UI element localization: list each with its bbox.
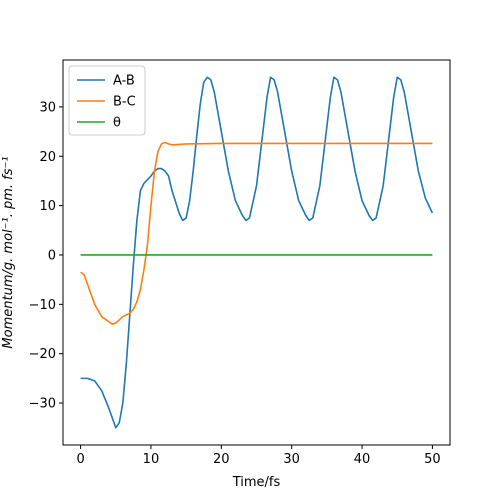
legend-entry: θ <box>113 116 121 131</box>
y-tick-label: 30 <box>39 100 56 115</box>
x-tick-label: 0 <box>76 452 84 467</box>
series-line-1 <box>80 76 434 429</box>
series-layer <box>80 76 434 429</box>
legend: A-B B-C θ <box>68 65 146 136</box>
y-axis-label: Momentum/g. mol⁻¹. pm. fs⁻¹ <box>1 156 16 348</box>
y-tick-label: −30 <box>29 397 56 412</box>
y-tick-label: −20 <box>29 347 56 362</box>
y-tick-label: 20 <box>39 150 56 165</box>
plot-area <box>80 76 434 429</box>
legend-entry: B-C <box>113 95 136 110</box>
y-tick-label: −10 <box>29 298 56 313</box>
series-line-2 <box>80 141 433 325</box>
axes-frame <box>62 59 451 446</box>
x-tick-label: 30 <box>283 452 300 467</box>
x-tick-label: 10 <box>143 452 160 467</box>
x-tick-label: 50 <box>424 452 441 467</box>
y-tick-label: 10 <box>39 199 56 214</box>
legend-entry: A-B <box>113 74 135 89</box>
x-tick-label: 20 <box>213 452 230 467</box>
x-axis-label: Time/fs <box>232 475 281 490</box>
y-axis: −30 −20 −10 0 10 20 30 <box>29 100 63 412</box>
legend-box <box>68 65 146 136</box>
y-tick-label: 0 <box>48 248 56 263</box>
x-axis: 0 10 20 30 40 50 <box>76 445 441 467</box>
x-tick-label: 40 <box>354 452 371 467</box>
